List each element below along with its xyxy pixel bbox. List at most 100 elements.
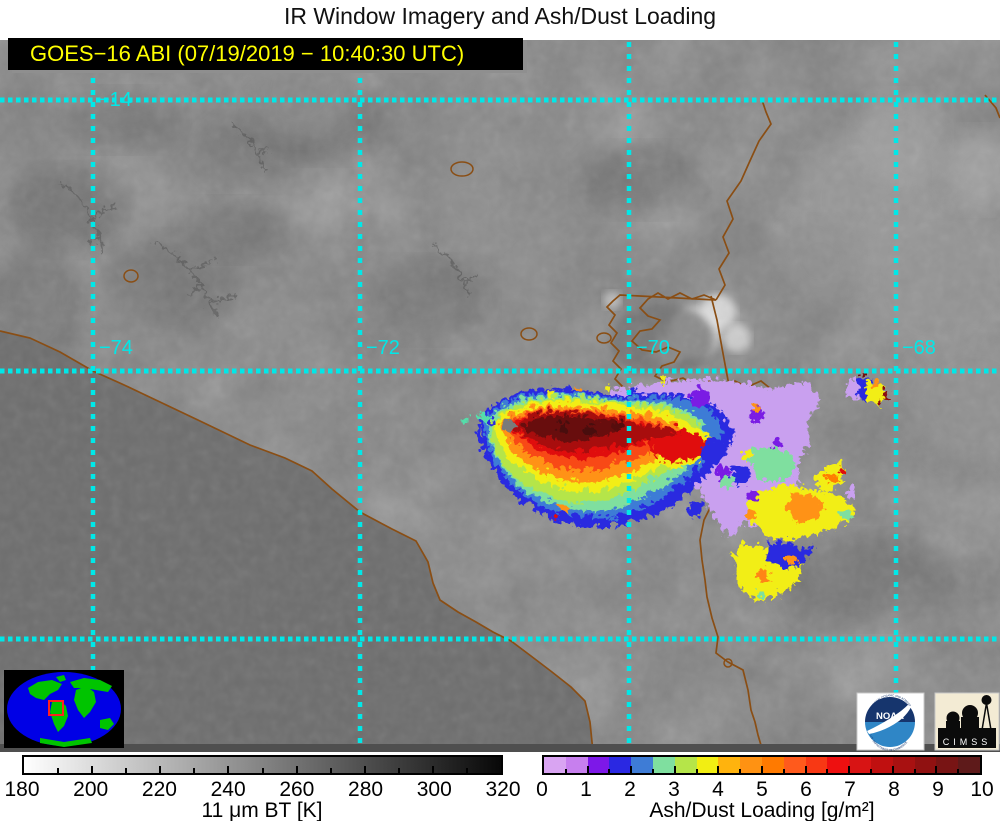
ash-plume-pixel: [728, 464, 746, 482]
lake-outline: [123, 269, 139, 283]
lake-outline: [596, 332, 612, 344]
ash-plume-pixel: [739, 447, 749, 457]
inset-continent: [70, 678, 112, 692]
ash-colorbar-tick: [848, 766, 851, 773]
ash-colorbar-tick: [695, 769, 698, 773]
ash-colorbar-segment: [718, 757, 741, 773]
ash-tick-label: 5: [756, 778, 768, 801]
ash-tick-label: 10: [970, 778, 994, 801]
inset-continent: [40, 738, 92, 747]
ash-plume-pixel: [657, 375, 663, 381]
ash-tick-label: 0: [536, 778, 548, 801]
lat-lon-grid: −14 −74 −72 −70 −68: [0, 42, 1000, 750]
lake-outline: [450, 161, 474, 177]
ash-plume: [460, 368, 886, 598]
inset-continent: [74, 686, 96, 718]
ash-plume-pixel: [769, 436, 779, 446]
bt-colorbar-tick: [295, 766, 298, 773]
longitude-label: −68: [902, 337, 936, 359]
inset-continent: [28, 680, 62, 700]
bt-tick-label: 200: [73, 778, 109, 801]
ash-tick-label: 8: [888, 778, 900, 801]
bt-colorbar-tick: [261, 768, 264, 773]
bt-colorbar-tick: [431, 766, 434, 773]
bt-tick-label: 220: [141, 778, 177, 801]
inset-continent: [100, 718, 114, 730]
ash-tick-label: 9: [932, 778, 944, 801]
fine-grain: [0, 40, 1000, 752]
ash-colorbar-segment: [652, 757, 675, 773]
ash-colorbar: [542, 755, 982, 775]
ash-plume-pixel: [685, 498, 701, 514]
ash-colorbar-segment: [783, 757, 806, 773]
ash-plume-pixel: [500, 416, 512, 428]
ash-colorbar-tick: [652, 769, 654, 773]
cimss-label: CIMSS: [943, 737, 992, 747]
ash-colorbar-tick: [957, 769, 960, 773]
ash-colorbar-segment: [565, 757, 588, 773]
page-title: IR Window Imagery and Ash/Dust Loading: [283, 3, 717, 29]
ash-colorbar-segment: [892, 757, 915, 773]
ash-colorbar-segment: [849, 757, 871, 773]
ash-colorbar-tick: [673, 766, 676, 773]
ash-colorbar-segment: [914, 757, 937, 773]
ash-plume-pixel: [698, 436, 722, 460]
ash-tick-label: 1: [580, 778, 592, 801]
map-bottom-edge: [0, 744, 1000, 752]
ash-plume-pixel: [718, 473, 730, 485]
ash-plume-pixel: [475, 408, 487, 420]
ash-plume-pixel: [584, 423, 592, 431]
bt-colorbar: [22, 755, 503, 775]
ash-plume-pixel: [460, 414, 466, 420]
ash-plume-pixel: [544, 386, 552, 394]
bt-colorbar-tick: [159, 766, 162, 773]
ash-colorbar-tick: [782, 769, 785, 773]
inset-region-box: [48, 700, 64, 716]
ash-plume-layer: [648, 425, 706, 458]
longitude-label: −72: [366, 337, 400, 359]
ash-tick-label: 7: [844, 778, 856, 801]
ash-plume-pixel: [753, 587, 761, 595]
ash-plume-pixel: [878, 387, 886, 395]
ash-colorbar-tick: [826, 769, 829, 773]
ash-plume-pixel: [610, 418, 620, 428]
ash-plume-pixel: [869, 378, 875, 384]
bt-colorbar-tick: [465, 768, 468, 773]
ash-colorbar-segment: [544, 757, 566, 773]
cimss-logo: CIMSS: [934, 692, 1000, 751]
noaa-seagull-icon: [867, 696, 915, 734]
ash-plume-pixel: [485, 415, 491, 421]
cimss-watertower-icon: [981, 695, 992, 705]
ash-plume-pixel: [581, 511, 589, 519]
bt-colorbar-tick: [91, 766, 94, 773]
bt-colorbar-tick: [125, 768, 128, 773]
bt-tick-label: 280: [348, 778, 384, 801]
ash-colorbar-title: Ash/Dust Loading [g/m²]: [649, 799, 875, 821]
ash-tick-label: 2: [624, 778, 636, 801]
ash-plume-pixel: [838, 507, 848, 517]
ash-tick-label: 4: [712, 778, 724, 801]
ash-plume-pixel: [572, 383, 578, 389]
bt-tick-label: 320: [485, 778, 521, 801]
ash-colorbar-tick: [630, 766, 633, 773]
ash-plume-pixel: [743, 486, 755, 498]
ash-plume-pixel: [688, 385, 706, 403]
coastline-border: [984, 94, 1000, 119]
ash-plume-pixel: [754, 564, 768, 578]
ash-plume-pixel: [555, 419, 565, 429]
bt-tick-label: 260: [279, 778, 315, 801]
ash-plume-layer: [782, 490, 822, 518]
ash-colorbar-tick: [870, 769, 872, 773]
ash-colorbar-segment: [740, 757, 762, 773]
lake-outline: [520, 327, 538, 341]
coastline-border: [715, 99, 772, 301]
bt-colorbar-tick: [227, 766, 230, 773]
ash-plume-pixel: [555, 500, 565, 510]
ash-colorbar-tick: [739, 769, 742, 773]
ash-colorbar-segment: [696, 757, 719, 773]
ash-colorbar-segment: [827, 757, 850, 773]
ash-colorbar-tick: [608, 769, 611, 773]
ash-colorbar-tick: [586, 766, 589, 773]
map-graphics: −14 −74 −72 −70 −68: [0, 40, 1000, 752]
